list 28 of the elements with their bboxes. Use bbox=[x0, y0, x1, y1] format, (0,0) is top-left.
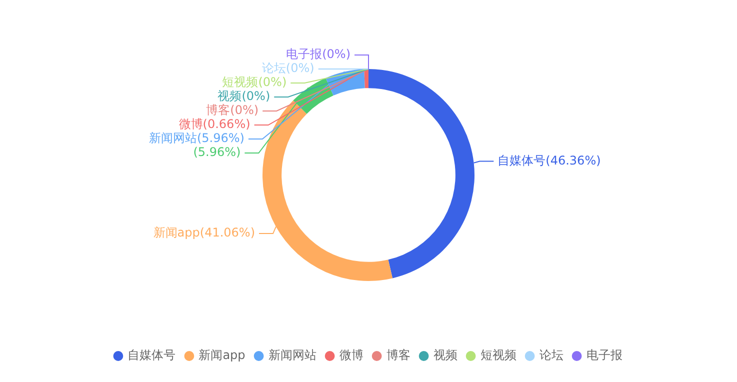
legend-label: 短视频 bbox=[480, 348, 516, 362]
data-label: (5.96%) bbox=[196, 131, 244, 146]
text: (0%) bbox=[230, 103, 259, 118]
legend-label: 自媒体号 bbox=[128, 348, 176, 362]
legend-label: 新闻app bbox=[198, 348, 246, 362]
legend-label: 博客 bbox=[386, 348, 410, 362]
text: (0%) bbox=[322, 47, 351, 62]
text: (0%) bbox=[286, 61, 314, 76]
legend-label: 论坛 bbox=[539, 348, 564, 362]
category-label: 论坛 bbox=[262, 61, 286, 76]
slice-label: 自媒体号 bbox=[498, 153, 546, 168]
text: (0%) bbox=[258, 75, 287, 90]
slice-label: 微博 bbox=[178, 117, 203, 132]
legend-label: 电子报 bbox=[586, 348, 622, 362]
slice-label: 新闻网站 bbox=[148, 131, 197, 146]
category-label: 电子报 bbox=[286, 47, 322, 62]
category-label: 短视频 bbox=[222, 75, 258, 90]
legend-label: 微博 bbox=[339, 348, 364, 362]
slice-label: 新闻app bbox=[153, 226, 200, 240]
category-label: 视频 bbox=[218, 89, 242, 104]
legend-label: 视频 bbox=[433, 348, 458, 362]
data-label: (41.06%) bbox=[200, 226, 256, 240]
data-label: (5.96%) bbox=[193, 145, 241, 160]
text: (0%) bbox=[242, 89, 270, 104]
data-label: (46.36%) bbox=[546, 153, 601, 168]
legend-label: 新闻网站 bbox=[268, 348, 316, 362]
category-label: 博客 bbox=[206, 103, 230, 118]
data-label: (0.66%) bbox=[202, 117, 250, 132]
